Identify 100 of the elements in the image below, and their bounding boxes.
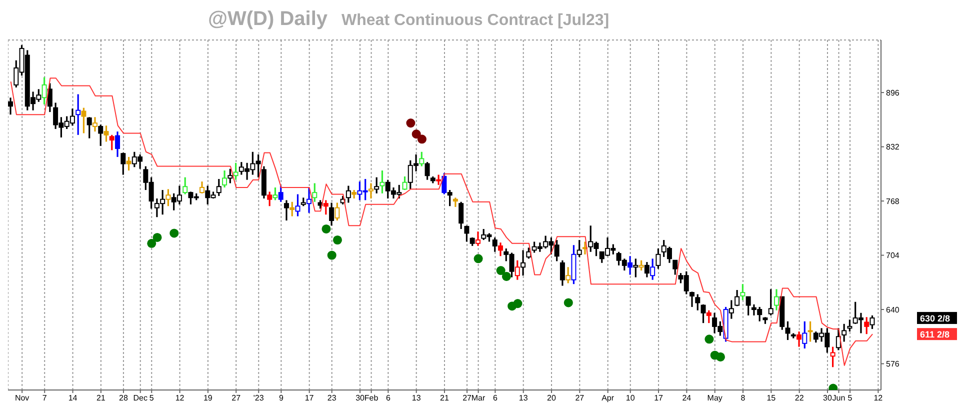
- candlestick: [796, 330, 802, 348]
- point: [716, 352, 725, 362]
- candlestick: [120, 152, 126, 176]
- candlestick: [644, 261, 650, 278]
- point: [170, 228, 179, 238]
- candlestick: [442, 172, 447, 196]
- x-tick-label: 23: [327, 394, 337, 403]
- point: [147, 238, 156, 248]
- candlestick: [216, 178, 222, 197]
- candlestick: [700, 304, 706, 324]
- candlestick: [464, 224, 470, 242]
- x-tick-label: 7: [42, 394, 48, 403]
- x-tick-label: Jun: [832, 394, 846, 403]
- candlestick: [650, 258, 656, 281]
- y-tick-label: 896: [886, 88, 900, 98]
- candlestick: [98, 124, 104, 147]
- x-tick-label: 6: [386, 394, 391, 403]
- candlestick: [8, 96, 13, 116]
- candlestick: [86, 116, 92, 140]
- candlestick: [842, 323, 847, 342]
- candlestick: [526, 246, 532, 260]
- text: 630 2/8: [920, 313, 950, 324]
- chart-title: @W(D) Daily: [208, 8, 328, 31]
- x-tick-label: 27: [575, 394, 585, 403]
- candlestick: [109, 134, 114, 151]
- candlestick: [672, 260, 678, 276]
- candlestick: [47, 82, 52, 113]
- x-tick-label: 6: [492, 394, 498, 403]
- x-tick-label: 30: [823, 394, 832, 403]
- candlestick: [199, 180, 204, 194]
- x-tick-label: 30: [356, 394, 366, 403]
- candlestick: [475, 230, 480, 247]
- candlestick: [802, 320, 808, 350]
- candlestick: [492, 236, 498, 253]
- candlestick: [92, 116, 98, 132]
- x-tick-label: 15: [766, 394, 776, 403]
- point: [502, 272, 511, 281]
- candlestick: [104, 124, 109, 142]
- x-tick-label: 21: [440, 394, 450, 403]
- x-tick-label: Dec: [133, 394, 148, 403]
- point: [704, 334, 714, 344]
- x-tick-label: 8: [740, 394, 746, 403]
- candlestick: [695, 293, 700, 312]
- candlestick: [785, 320, 790, 341]
- chart-subtitle: Wheat Continuous Contract [Jul23]: [342, 12, 610, 30]
- point: [327, 250, 336, 260]
- candlestick: [290, 201, 295, 218]
- candlestick: [272, 186, 278, 201]
- point: [332, 235, 342, 245]
- candlestick: [452, 196, 458, 208]
- candlestick: [81, 106, 86, 134]
- x-tick-label: 21: [96, 394, 106, 403]
- x-tick-label: Nov: [14, 394, 30, 403]
- x-tick-label: Mar: [471, 394, 486, 403]
- candlestick: [182, 176, 188, 196]
- candlestick: [628, 255, 633, 276]
- candlestick: [295, 193, 300, 218]
- candlestick: [768, 288, 774, 316]
- candlestick: [278, 184, 284, 203]
- x-tick-label: Feb: [364, 394, 379, 403]
- point: [564, 298, 573, 308]
- x-tick-label: 12: [175, 394, 185, 403]
- candlestick: [458, 201, 464, 230]
- candlestick: [115, 130, 120, 158]
- x-tick-label: 5: [848, 394, 853, 403]
- candlestick: [774, 288, 779, 312]
- x-tick-label: 19: [203, 394, 213, 403]
- candlestick: [76, 93, 81, 136]
- candlestick: [424, 161, 430, 181]
- x-tick-label: 28: [119, 394, 128, 403]
- x-tick-label: 20: [547, 394, 557, 403]
- candlestick: [706, 310, 712, 324]
- x-tick-label: 27: [232, 394, 242, 403]
- candlestick: [284, 199, 289, 222]
- x-tick-label: May: [707, 394, 722, 403]
- x-tick-label: 13: [412, 394, 422, 403]
- candlestick: [329, 202, 334, 226]
- line-series: [10, 78, 874, 366]
- candlestick: [436, 174, 442, 186]
- candlestick: [808, 320, 813, 342]
- point: [412, 130, 421, 139]
- candlestick: [323, 199, 328, 216]
- candlestick: [267, 190, 272, 207]
- candlestick: [870, 314, 875, 330]
- x-tick-label: 27: [462, 394, 472, 403]
- point: [406, 118, 416, 128]
- point: [513, 299, 522, 308]
- candlestick: [746, 296, 751, 316]
- x-tick-label: 13: [518, 394, 528, 403]
- candlestick: [734, 289, 740, 307]
- candlestick: [447, 189, 452, 207]
- candlestick: [419, 151, 424, 168]
- candlestick: [864, 316, 870, 335]
- y-tick-label: 704: [886, 251, 900, 260]
- x-tick-label: '23: [253, 394, 264, 403]
- candlestick: [830, 346, 836, 368]
- point: [496, 266, 506, 276]
- x-tick-label: 22: [794, 394, 804, 403]
- x-tick-label: 9: [278, 394, 284, 403]
- point: [417, 134, 426, 144]
